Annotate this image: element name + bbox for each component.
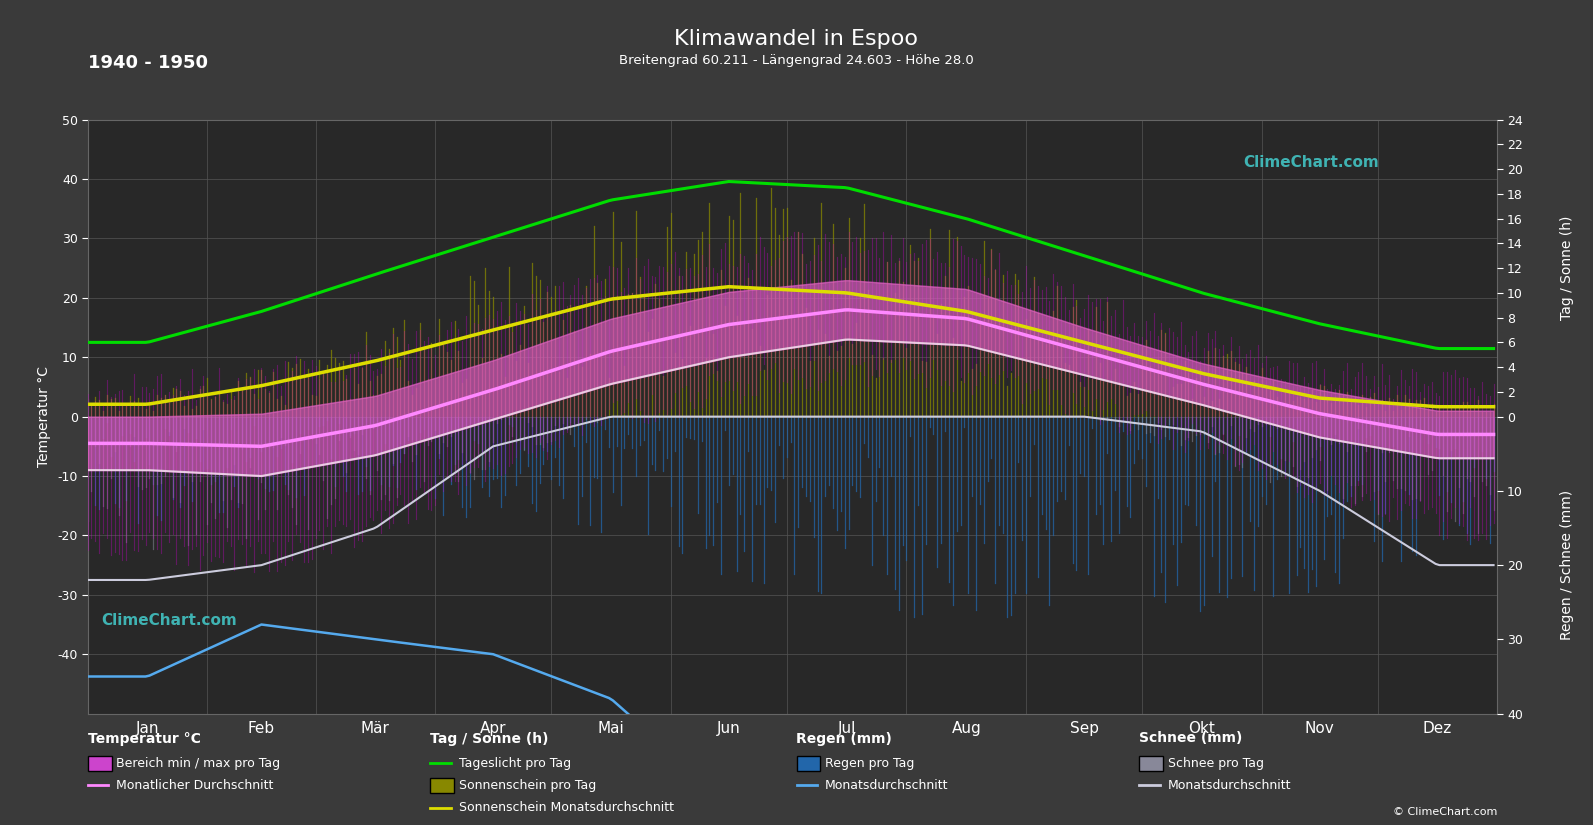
Text: Schnee (mm): Schnee (mm) xyxy=(1139,732,1243,746)
Y-axis label: Temperatur °C: Temperatur °C xyxy=(37,366,51,467)
Text: ClimeChart.com: ClimeChart.com xyxy=(102,612,237,628)
Text: Breitengrad 60.211 - Längengrad 24.603 - Höhe 28.0: Breitengrad 60.211 - Längengrad 24.603 -… xyxy=(620,54,973,67)
Text: ClimeChart.com: ClimeChart.com xyxy=(1244,155,1380,170)
Text: Monatlicher Durchschnitt: Monatlicher Durchschnitt xyxy=(116,779,274,792)
Text: Regen (mm): Regen (mm) xyxy=(796,732,892,746)
Text: Regen pro Tag: Regen pro Tag xyxy=(825,757,914,770)
Text: Temperatur °C: Temperatur °C xyxy=(88,732,201,746)
Text: Sonnenschein pro Tag: Sonnenschein pro Tag xyxy=(459,779,596,792)
Text: Tageslicht pro Tag: Tageslicht pro Tag xyxy=(459,757,570,770)
Text: Monatsdurchschnitt: Monatsdurchschnitt xyxy=(1168,779,1292,792)
Text: Tag / Sonne (h): Tag / Sonne (h) xyxy=(430,732,548,746)
Text: 1940 - 1950: 1940 - 1950 xyxy=(88,54,207,72)
Text: © ClimeChart.com: © ClimeChart.com xyxy=(1392,807,1497,817)
Text: Sonnenschein Monatsdurchschnitt: Sonnenschein Monatsdurchschnitt xyxy=(459,801,674,814)
Text: Monatsdurchschnitt: Monatsdurchschnitt xyxy=(825,779,949,792)
Text: Tag / Sonne (h): Tag / Sonne (h) xyxy=(1560,216,1574,320)
Text: Schnee pro Tag: Schnee pro Tag xyxy=(1168,757,1263,770)
Text: Bereich min / max pro Tag: Bereich min / max pro Tag xyxy=(116,757,280,770)
Text: Regen / Schnee (mm): Regen / Schnee (mm) xyxy=(1560,490,1574,640)
Text: Klimawandel in Espoo: Klimawandel in Espoo xyxy=(674,29,919,49)
